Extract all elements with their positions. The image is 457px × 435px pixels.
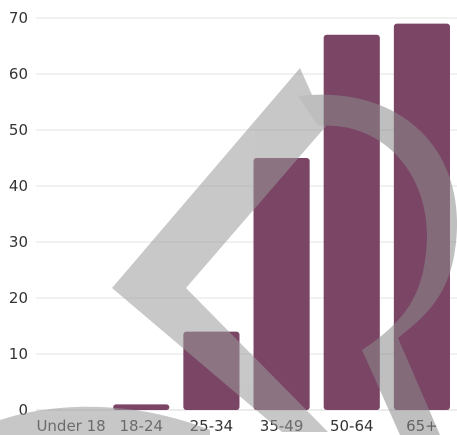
y-tick-label: 50: [9, 121, 28, 139]
watermark-logo: [0, 68, 457, 435]
y-tick-label: 60: [9, 65, 28, 83]
y-tick-label: 10: [9, 345, 28, 363]
watermark-swoosh: [0, 406, 210, 435]
watermark-chevron: [112, 68, 328, 432]
x-tick-label: 50-64: [330, 417, 374, 435]
bar-18-24: [113, 404, 170, 410]
y-tick-label: 0: [18, 401, 28, 419]
y-tick-label: 30: [9, 233, 28, 251]
bar-35-49: [253, 158, 310, 410]
y-tick-label: 70: [9, 9, 28, 27]
y-tick-label: 20: [9, 289, 28, 307]
y-tick-label: 40: [9, 177, 28, 195]
y-axis-ticks: 0 10 20 30 40 50 60 70: [9, 9, 28, 419]
watermark-arc: [298, 94, 457, 435]
